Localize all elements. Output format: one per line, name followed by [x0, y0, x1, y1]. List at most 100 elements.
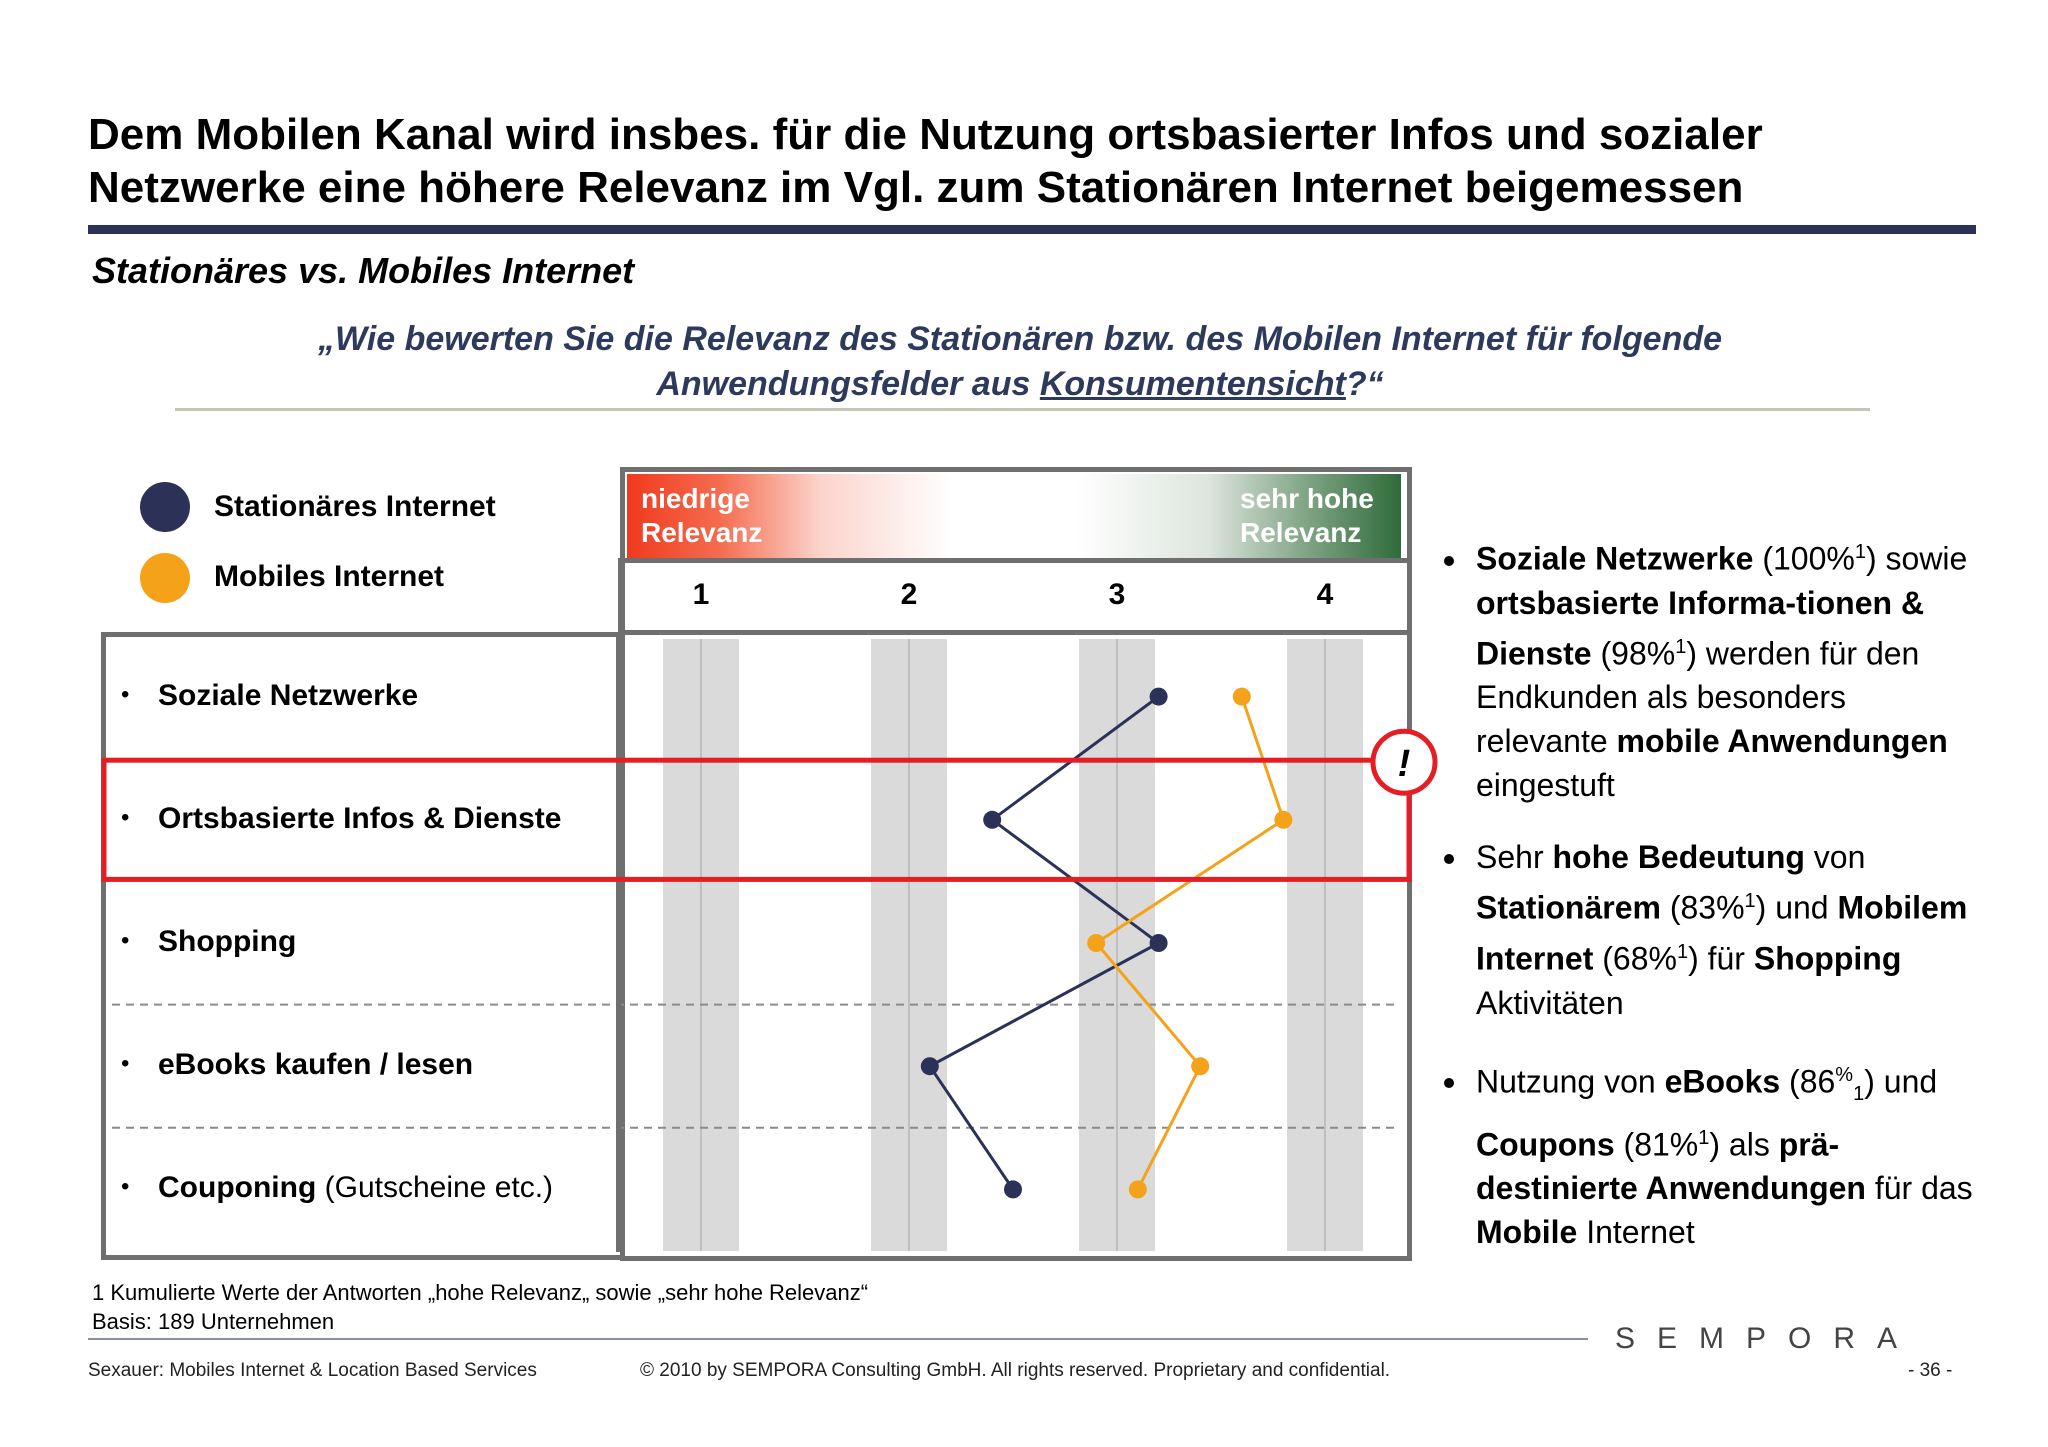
findings-list: Soziale Netzwerke (100%1) sowie ortsbasi… — [1440, 530, 1980, 1254]
finding-text: 1 — [1853, 1082, 1865, 1105]
finding-text: eBooks — [1664, 1063, 1781, 1100]
x-tick-label-2: 2 — [900, 578, 918, 611]
legend-label-mobil: Mobiles Internet — [214, 560, 445, 593]
highlight-box — [101, 757, 1412, 882]
category-label: eBooks kaufen / lesen — [158, 1048, 473, 1082]
category-name: Shopping — [158, 925, 297, 958]
relevance-scale-gradient — [627, 474, 1401, 558]
finding-text: Soziale Netzwerke — [1476, 540, 1754, 577]
category-name: Soziale Netzwerke — [158, 678, 419, 712]
finding-text: prä-destinierte Anwendungen — [1476, 1126, 1866, 1207]
data-point-stationaer — [1149, 934, 1168, 952]
scale-low-line2: Relevanz — [641, 517, 763, 548]
footer-copyright: © 2010 by SEMPORA Consulting GmbH. All r… — [640, 1360, 1391, 1381]
category-name: eBooks kaufen / lesen — [158, 1048, 474, 1082]
category-label: Couponing (Gutscheine etc.) — [158, 1171, 553, 1205]
finding-text: Mobilem Internet — [1476, 889, 1968, 977]
highlight-badge — [1370, 728, 1438, 796]
finding-text: (100% — [1753, 540, 1855, 577]
data-point-mobil — [1274, 810, 1293, 829]
data-point-mobil — [1128, 1180, 1147, 1199]
title-rule — [88, 225, 1976, 234]
finding-text: Coupons — [1476, 1126, 1615, 1163]
data-point-stationaer — [1149, 687, 1168, 706]
scale-high-line1: sehr hohe — [1240, 483, 1374, 514]
finding-text: (68% — [1593, 940, 1677, 977]
data-point-stationaer — [920, 1057, 939, 1076]
finding-item: Soziale Netzwerke (100%1) sowie ortsbasi… — [1470, 530, 1980, 807]
tick-row-divider — [618, 558, 623, 635]
category-labels-box — [101, 632, 625, 1260]
finding-text: ) für — [1688, 940, 1754, 977]
category-label: Shopping — [158, 925, 296, 959]
finding-text: Stationärem — [1476, 889, 1661, 926]
category-bullet: • — [121, 680, 130, 708]
category-name: Ortsbasierte Infos & Dienste — [158, 801, 562, 835]
category-suffix: (Gutscheine etc.) — [316, 1171, 554, 1205]
finding-text: ) werden für den Endkunden als besonders… — [1476, 635, 1920, 760]
header-separator — [620, 558, 1412, 563]
finding-text: eingestuft — [1476, 767, 1615, 804]
category-bullet: • — [121, 803, 130, 831]
survey-question: „Wie bewerten Sie die Relevanz des Stati… — [170, 317, 1870, 407]
scale-low-label: niedrige Relevanz — [641, 482, 762, 550]
finding-text: ortsbasierte Informa-tionen & Dienste — [1476, 584, 1925, 672]
legend-marker-mobil — [140, 553, 190, 603]
sempora-logo: SEMPORA — [1615, 1322, 1920, 1355]
highlight-exclamation: ! — [1398, 743, 1411, 785]
finding-text: Mobile — [1476, 1214, 1578, 1251]
footnote: 1 Kumulierte Werte der Antworten „hohe R… — [92, 1278, 868, 1336]
finding-text: Sehr — [1476, 839, 1553, 876]
finding-text: 1 — [1698, 1126, 1710, 1149]
finding-text: Internet — [1577, 1214, 1695, 1251]
finding-text: Nutzung von — [1476, 1063, 1665, 1100]
tick-separator — [620, 630, 1412, 635]
label-plot-divider — [616, 632, 621, 1252]
finding-item: Nutzung von eBooks (86%1) und Coupons (8… — [1470, 1053, 1980, 1255]
category-label: Ortsbasierte Infos & Dienste — [158, 802, 561, 836]
footnote-basis: Basis: 189 Unternehmen — [92, 1309, 335, 1334]
scale-high-label: sehr hohe Relevanz — [1240, 482, 1374, 550]
slide-subtitle: Stationäres vs. Mobiles Internet — [92, 250, 635, 291]
finding-item: Sehr hohe Bedeutung von Stationärem (83%… — [1470, 835, 1980, 1024]
x-tick-label-4: 4 — [1316, 578, 1334, 611]
finding-text: 1 — [1854, 541, 1866, 563]
footer-rule — [88, 1338, 1588, 1340]
finding-text: Shopping — [1753, 940, 1902, 977]
finding-text: für das — [1865, 1170, 1973, 1207]
data-point-stationaer — [983, 810, 1002, 829]
scale-low-line1: niedrige — [641, 483, 750, 514]
slide-title: Dem Mobilen Kanal wird insbes. für die N… — [88, 110, 1763, 212]
finding-text: % — [1835, 1063, 1854, 1086]
finding-text: 1 — [1676, 940, 1689, 963]
category-bullet: • — [121, 1173, 130, 1201]
category-name: Couponing — [158, 1171, 317, 1205]
x-tick-label-1: 1 — [692, 578, 710, 611]
question-underlined: Konsumentensicht — [1039, 365, 1346, 403]
finding-text: (86 — [1780, 1063, 1836, 1100]
finding-text: ) sowie — [1865, 540, 1968, 577]
key-findings: Soziale Netzwerke (100%1) sowie ortsbasi… — [1440, 530, 1980, 1282]
data-point-mobil — [1087, 934, 1106, 952]
footnote-line1: 1 Kumulierte Werte der Antworten „hohe R… — [92, 1280, 869, 1305]
legend-label-stationaer: Stationäres Internet — [214, 490, 496, 523]
finding-text: von — [1804, 839, 1866, 876]
finding-text: 1 — [1744, 890, 1756, 913]
x-tick-label-3: 3 — [1108, 578, 1126, 611]
finding-text: Aktivitäten — [1476, 984, 1624, 1021]
footer-source: Sexauer: Mobiles Internet & Location Bas… — [88, 1360, 537, 1381]
finding-text: hohe Bedeutung — [1552, 839, 1805, 876]
question-text: „Wie bewerten Sie die Relevanz des Stati… — [317, 320, 1723, 403]
finding-text: ) und — [1755, 889, 1838, 926]
finding-text: (83% — [1660, 889, 1745, 926]
finding-text: (98% — [1591, 635, 1676, 672]
data-point-mobil — [1191, 1057, 1210, 1076]
scale-high-line2: Relevanz — [1240, 517, 1362, 548]
finding-text: 1 — [1675, 635, 1687, 658]
finding-text: ) als — [1709, 1126, 1779, 1163]
legend-marker-stationaer — [140, 482, 190, 532]
page-number: - 36 - — [1908, 1360, 1953, 1381]
question-end: ?“ — [1345, 365, 1384, 403]
category-bullet: • — [121, 927, 130, 954]
